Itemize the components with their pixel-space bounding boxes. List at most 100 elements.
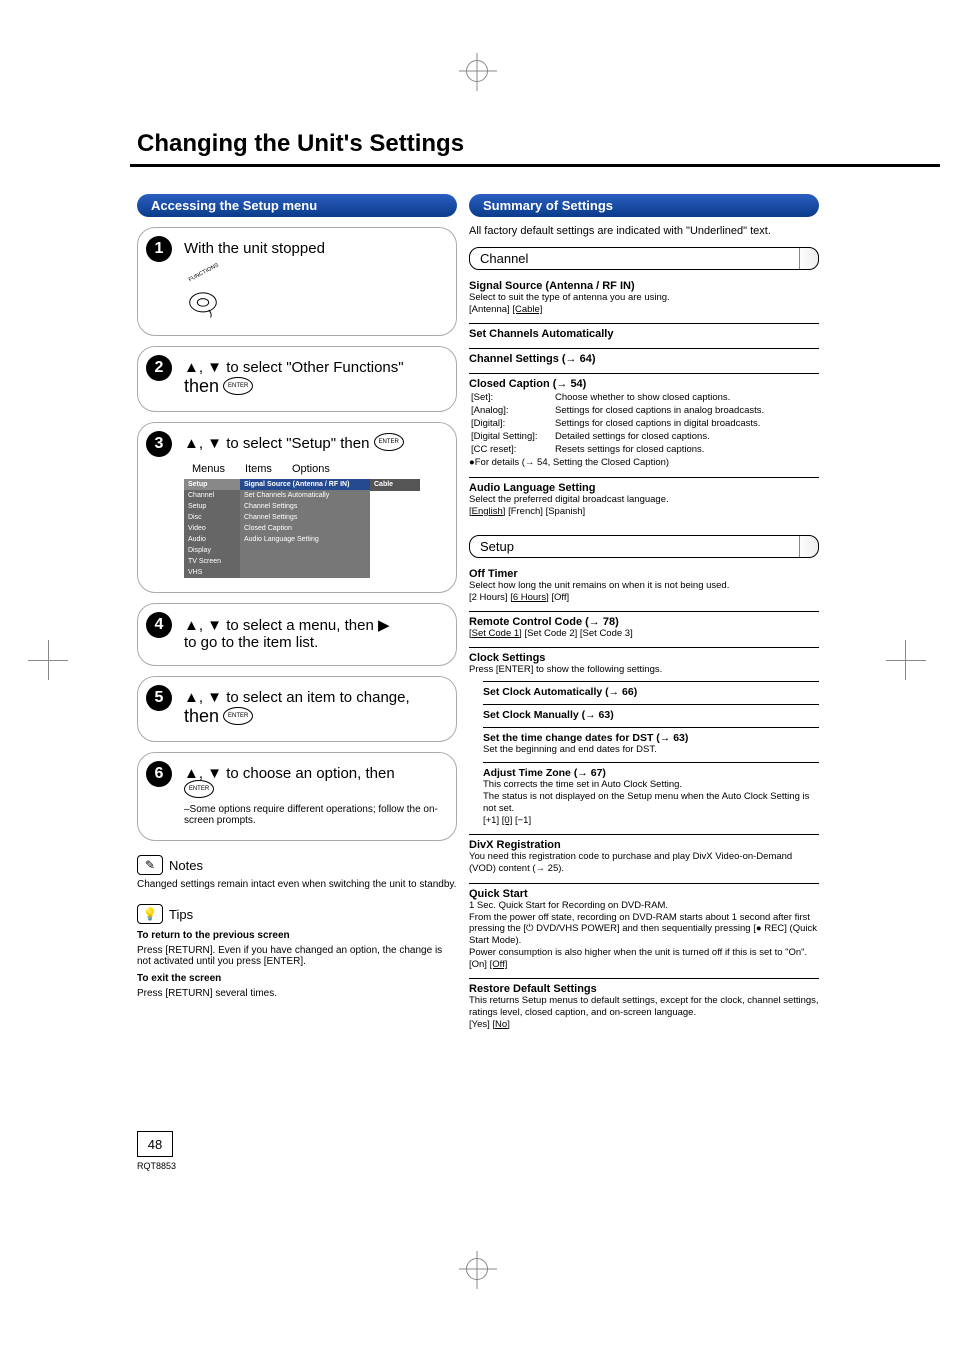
menu-item: TV Screen	[184, 556, 240, 567]
menu-item: Video	[184, 523, 240, 534]
step-text: With the unit stopped	[184, 240, 444, 257]
crop-mark	[48, 640, 49, 680]
setting-audio-language: Audio Language Setting Select the prefer…	[469, 477, 819, 517]
enter-icon: ENTER	[223, 707, 253, 725]
item-text: Select how long the unit remains on when…	[469, 580, 819, 592]
tips-subhead: To return to the previous screen	[137, 930, 457, 941]
opt-default: [Cable]	[512, 304, 542, 315]
tips-body: Press [RETURN] several times.	[137, 988, 457, 999]
step-text: ▲, ▼ to choose an option, then	[184, 765, 395, 782]
setting-quick-start: Quick Start 1 Sec. Quick Start for Recor…	[469, 883, 819, 970]
notes-header: ✎ Notes	[137, 855, 457, 875]
item-title: Clock Settings	[469, 652, 819, 664]
menu-item: Setup	[184, 501, 240, 512]
page-number: 48	[137, 1131, 173, 1157]
enter-icon: ENTER	[184, 780, 214, 798]
left-column: Accessing the Setup menu 1 With the unit…	[137, 194, 457, 1030]
item-text: Press [ENTER] to show the following sett…	[469, 664, 819, 676]
setting-clock: Clock Settings Press [ENTER] to show the…	[469, 647, 819, 826]
cc-key: [Digital]:	[471, 418, 553, 429]
setting-set-channels-auto: Set Channels Automatically	[469, 323, 819, 340]
item-title: Restore Default Settings	[469, 983, 819, 995]
menu-col-label: Items	[245, 463, 272, 475]
step-text: ▲, ▼ to select "Setup" then	[184, 435, 369, 452]
setting-channel-settings: Channel Settings (→ 64)	[469, 348, 819, 365]
step-badge: 6	[146, 761, 172, 787]
cc-key: [Set]:	[471, 392, 553, 403]
item-title: Signal Source (Antenna / RF IN)	[469, 280, 819, 292]
cc-val: Choose whether to show closed captions.	[555, 392, 764, 403]
menu-item: Closed Caption	[240, 523, 370, 534]
opt-default: [6 Hours]	[510, 592, 549, 603]
item-text: Set the beginning and end dates for DST.	[483, 744, 819, 756]
opt: [2 Hours]	[469, 592, 508, 603]
item-text: Power consumption is also higher when th…	[469, 947, 819, 959]
enter-icon: ENTER	[223, 377, 253, 395]
menu-item: VHS	[184, 567, 240, 578]
step-badge: 5	[146, 685, 172, 711]
registration-mark-top	[466, 60, 488, 82]
cc-key: [Digital Setting]:	[471, 431, 553, 442]
opt: [Set Code 2]	[524, 628, 577, 639]
tips-icon: 💡	[137, 904, 163, 924]
cc-note: ●For details (→ 54, Setting the Closed C…	[469, 457, 819, 469]
clock-sub-dst: Set the time change dates for DST (→ 63)…	[483, 727, 819, 756]
functions-button-icon: FUNCTIONS	[184, 261, 222, 321]
tips-body: Press [RETURN]. Even if you have changed…	[137, 945, 457, 967]
item-text: This corrects the time set in Auto Clock…	[483, 779, 819, 791]
item-title: Set Channels Automatically	[469, 328, 819, 340]
setting-divx: DivX Registration You need this registra…	[469, 834, 819, 875]
setup-menu-mock: Menus Items Options Setup Channel Setup …	[184, 463, 444, 578]
step-text: ▲, ▼ to select "Other Functions"	[184, 359, 404, 376]
step-text: ▲, ▼ to select a menu, then ▶	[184, 617, 390, 634]
step-badge: 3	[146, 431, 172, 457]
item-title: Remote Control Code (→ 78)	[469, 616, 819, 628]
cc-val: Detailed settings for closed captions.	[555, 431, 764, 442]
item-text: Select to suit the type of antenna you a…	[469, 292, 819, 304]
opt: [−1]	[515, 815, 531, 826]
menu-col-label: Options	[292, 463, 330, 475]
notes-body: Changed settings remain intact even when…	[137, 879, 457, 890]
menu-menus-list: Setup Channel Setup Disc Video Audio Dis…	[184, 479, 240, 578]
menu-item: Disc	[184, 512, 240, 523]
tips-header: 💡 Tips	[137, 904, 457, 924]
item-title: Channel Settings (→ 64)	[469, 353, 819, 365]
notes-label: Notes	[169, 858, 203, 873]
opt: [Antenna]	[469, 304, 510, 315]
item-title: DivX Registration	[469, 839, 819, 851]
step-subtext: –Some options require different operatio…	[184, 804, 444, 826]
item-text: The status is not displayed on the Setup…	[483, 791, 819, 815]
svg-text:FUNCTIONS: FUNCTIONS	[188, 262, 220, 283]
step-badge: 2	[146, 355, 172, 381]
cc-key: [Analog]:	[471, 405, 553, 416]
enter-icon: ENTER	[374, 433, 404, 451]
page-title: Changing the Unit's Settings	[137, 130, 827, 158]
opt-default: [0]	[502, 815, 513, 826]
item-title: Off Timer	[469, 568, 819, 580]
step-2: 2 ▲, ▼ to select "Other Functions" then …	[137, 346, 457, 412]
tab-channel: Channel	[469, 247, 819, 270]
tab-setup: Setup	[469, 535, 819, 558]
section-header-summary: Summary of Settings	[469, 194, 819, 217]
clock-sub-tz: Adjust Time Zone (→ 67) This corrects th…	[483, 762, 819, 826]
step-text: then	[184, 376, 219, 396]
cc-table: [Set]:Choose whether to show closed capt…	[469, 390, 766, 457]
opt: [Spanish]	[546, 506, 586, 517]
item-text: 1 Sec. Quick Start for Recording on DVD-…	[469, 900, 819, 912]
opt: [French]	[508, 506, 543, 517]
page-footer: 48 RQT8853	[137, 1131, 176, 1171]
step-1: 1 With the unit stopped FUNCTIONS	[137, 227, 457, 336]
cc-key: [CC reset]:	[471, 444, 553, 455]
tips-label: Tips	[169, 907, 193, 922]
step-badge: 1	[146, 236, 172, 262]
step-text: to go to the item list.	[184, 634, 318, 651]
step-badge: 4	[146, 612, 172, 638]
step-text: then	[184, 706, 219, 726]
menu-item: Audio Language Setting	[240, 534, 370, 545]
setting-remote-code: Remote Control Code (→ 78) [Set Code 1] …	[469, 611, 819, 639]
section-header-accessing: Accessing the Setup menu	[137, 194, 457, 217]
cc-val: Settings for closed captions in analog b…	[555, 405, 764, 416]
menu-item: Setup	[184, 479, 240, 490]
item-title: Set Clock Automatically (→ 66)	[483, 686, 819, 698]
opt: [Set Code 3]	[580, 628, 633, 639]
